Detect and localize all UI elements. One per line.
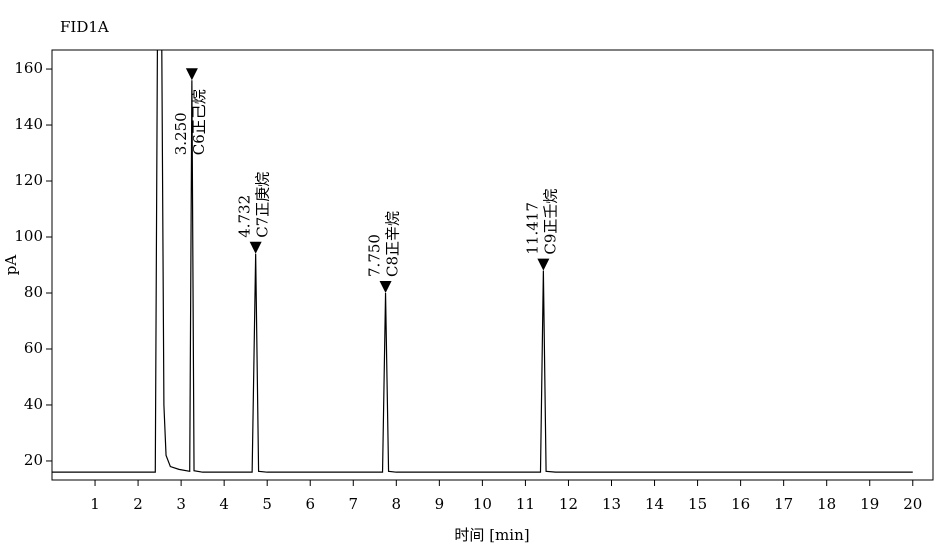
retention-time-label: 4.732 — [236, 195, 254, 238]
y-tick-label: 40 — [24, 395, 43, 413]
retention-time-label: 3.250 — [172, 112, 190, 155]
compound-label: C8正辛烷 — [384, 211, 402, 277]
x-tick-label: 6 — [305, 495, 315, 513]
y-axis-label: pA — [2, 255, 20, 276]
x-tick-label: 8 — [392, 495, 402, 513]
y-tick-label: 120 — [14, 171, 43, 189]
x-tick-label: 11 — [516, 495, 535, 513]
x-tick-label: 1 — [90, 495, 100, 513]
y-tick-label: 60 — [24, 339, 43, 357]
x-tick-label: 18 — [817, 495, 836, 513]
x-tick-label: 3 — [176, 495, 186, 513]
x-tick-label: 20 — [903, 495, 922, 513]
y-tick-label: 100 — [14, 227, 43, 245]
chart-title: FID1A — [60, 18, 109, 36]
x-axis-label: 时间 [min] — [454, 526, 529, 544]
peak-marker — [379, 280, 392, 293]
x-tick-label: 19 — [860, 495, 879, 513]
x-tick-label: 17 — [774, 495, 793, 513]
y-tick-label: 140 — [14, 115, 43, 133]
retention-time-label: 7.750 — [366, 234, 384, 277]
x-tick-label: 14 — [645, 495, 664, 513]
x-tick-label: 9 — [435, 495, 445, 513]
y-tick-label: 20 — [24, 451, 43, 469]
x-tick-label: 2 — [133, 495, 143, 513]
retention-time-label: 11.417 — [523, 202, 541, 255]
compound-label: C7正庚烷 — [254, 172, 272, 238]
x-tick-label: 5 — [262, 495, 272, 513]
chromatogram-line — [52, 50, 913, 473]
y-tick-label: 160 — [14, 59, 43, 77]
x-tick-label: 16 — [731, 495, 750, 513]
compound-label: C6正己烷 — [190, 89, 208, 155]
x-tick-label: 12 — [559, 495, 578, 513]
compound-label: C9正壬烷 — [541, 189, 559, 255]
plot-area — [52, 50, 913, 473]
x-tick-label: 15 — [688, 495, 707, 513]
x-tick-label: 7 — [348, 495, 358, 513]
peak-marker — [185, 68, 198, 81]
x-tick-label: 13 — [602, 495, 621, 513]
peak-marker — [537, 258, 550, 271]
x-tick-label: 4 — [219, 495, 229, 513]
y-tick-label: 80 — [24, 283, 43, 301]
x-tick-label: 10 — [473, 495, 492, 513]
plot-frame — [51, 49, 934, 481]
peak-marker — [249, 241, 262, 254]
